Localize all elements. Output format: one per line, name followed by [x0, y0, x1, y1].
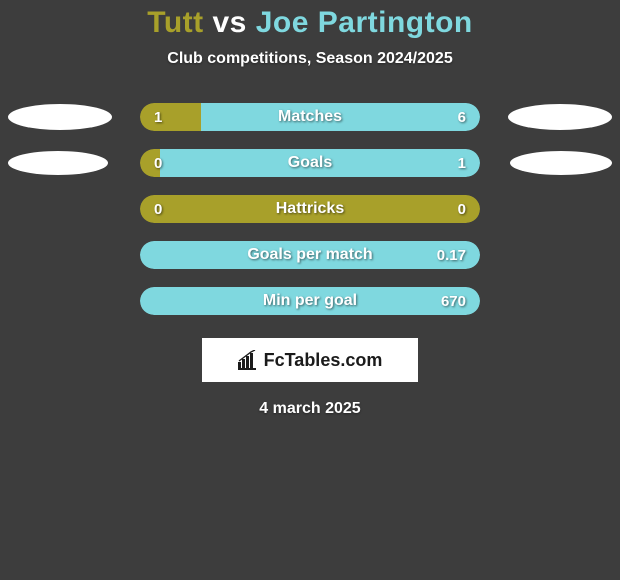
title-vs: vs [213, 6, 247, 39]
title-player2: Joe Partington [256, 6, 473, 39]
stat-bar: Hattricks00 [140, 195, 480, 223]
stat-bar-right [201, 103, 480, 131]
stat-bar-right [140, 241, 480, 269]
stat-row: Matches16 [0, 94, 620, 140]
player1-badge [8, 151, 108, 175]
subtitle: Club competitions, Season 2024/2025 [0, 50, 620, 68]
comparison-widget: Tutt vs Joe Partington Club competitions… [0, 0, 620, 580]
brand-text: FcTables.com [264, 350, 383, 371]
player2-badge [508, 104, 612, 130]
date-line: 4 march 2025 [0, 400, 620, 418]
player2-badge [510, 151, 612, 175]
stat-row: Min per goal670 [0, 278, 620, 324]
title-player1: Tutt [147, 6, 203, 39]
stat-row: Hattricks00 [0, 186, 620, 232]
stat-row: Goals01 [0, 140, 620, 186]
stat-bar: Min per goal670 [140, 287, 480, 315]
brand-badge[interactable]: FcTables.com [202, 338, 418, 382]
stat-bar-left [140, 195, 480, 223]
page-title: Tutt vs Joe Partington [0, 6, 620, 40]
player1-badge [8, 104, 112, 130]
bar-chart-icon [238, 350, 260, 370]
stat-bar: Matches16 [140, 103, 480, 131]
stat-row: Goals per match0.17 [0, 232, 620, 278]
stat-bar: Goals per match0.17 [140, 241, 480, 269]
stat-bar-left [140, 149, 160, 177]
stat-bar-right [140, 287, 480, 315]
stat-bar-left [140, 103, 201, 131]
stat-bar-right [160, 149, 480, 177]
stat-bar: Goals01 [140, 149, 480, 177]
stat-rows: Matches16 Goals01 Hattricks00 Goals per mat… [0, 94, 620, 324]
